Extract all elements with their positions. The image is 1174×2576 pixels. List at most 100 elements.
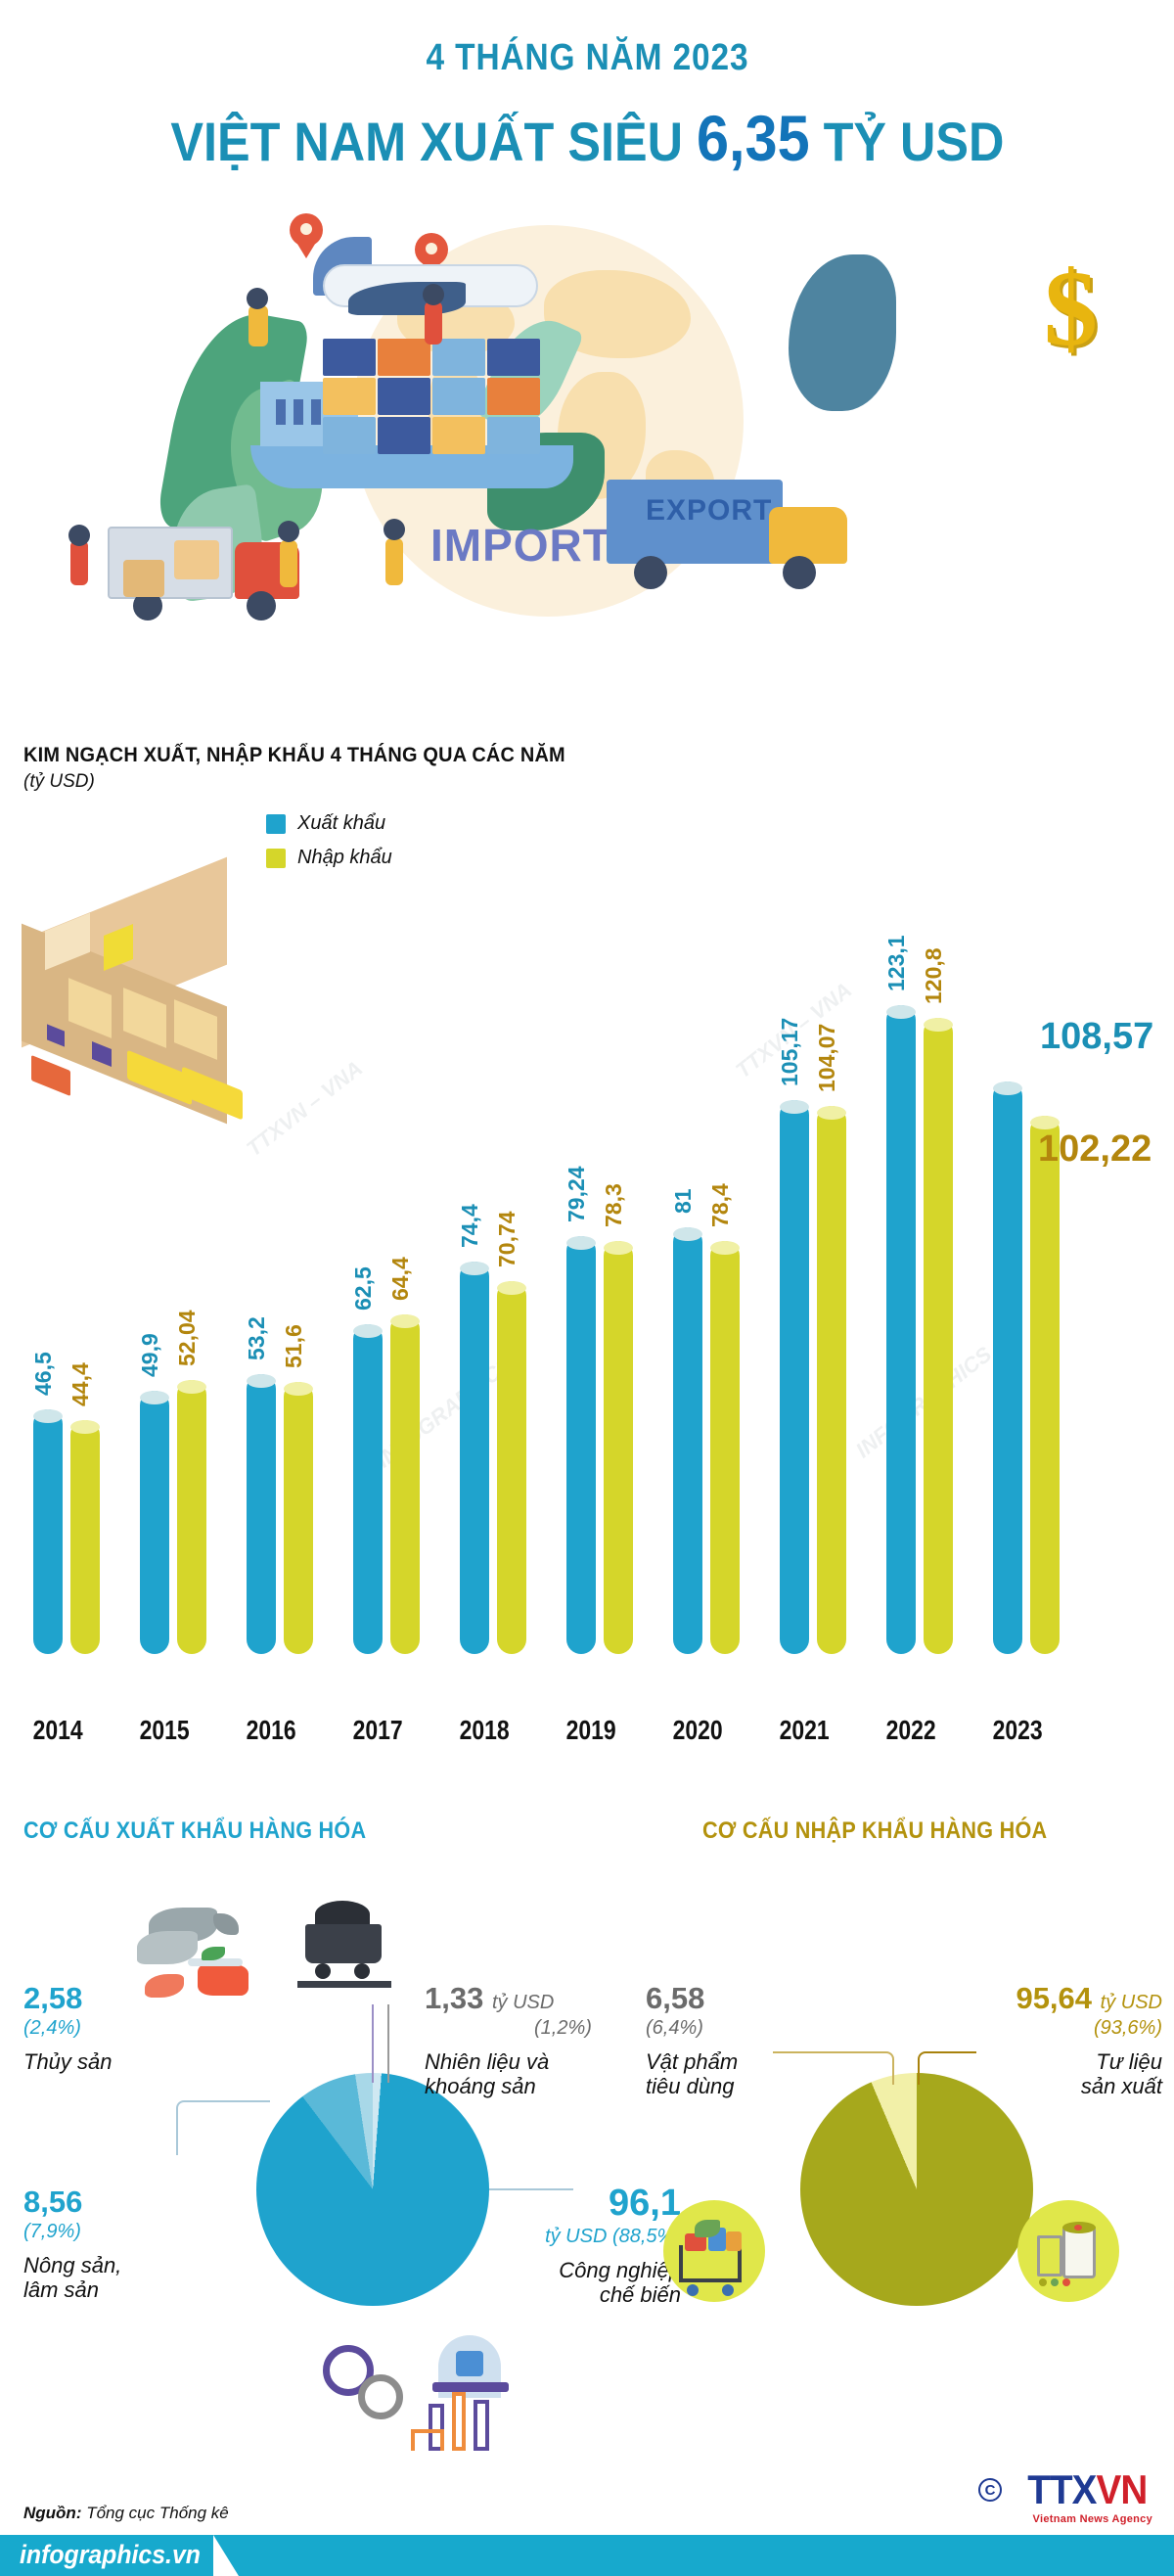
import-structure-title: CƠ CẤU NHẬP KHẨU HÀNG HÓA [702,1817,1048,1844]
bar-cap [460,1262,489,1275]
x-tick-2018: 2018 [459,1715,510,1745]
label-value: 95,64 tỷ USD [1016,1981,1162,2015]
label-value: 96,1 [609,2183,681,2224]
agency-logo: TTXVN Vietnam News Agency [1022,2466,1152,2525]
bar-imp-2023 [1030,1116,1060,1654]
bar-value-imp-2016: 51,6 [281,1324,306,1368]
export-truck-cab [769,507,847,564]
bar-cap [247,1374,276,1388]
bar-exp-2022 [886,1005,916,1654]
bar-cap [140,1391,169,1404]
leader-line [773,2051,894,2085]
bar-exp-2016 [247,1374,276,1654]
source-note: Nguồn: Tổng cục Thống kê [23,2504,229,2523]
x-tick-2015: 2015 [139,1715,190,1745]
x-tick-2020: 2020 [672,1715,723,1745]
bar-cap [886,1005,916,1019]
source-value: Tổng cục Thống kê [81,2504,229,2522]
bar-value-exp-2021: 105,17 [777,1017,802,1086]
label-percent: (6,4%) [646,2017,703,2039]
bar-value-imp-2017: 64,4 [387,1257,413,1301]
export-label-cong-nghiep: 96,1 tỷ USD (88,5%) Công nghiệp chế biến [450,2185,681,2308]
bar-cap [390,1314,420,1328]
x-tick-2017: 2017 [352,1715,403,1745]
title-highlight-value: 6,35 [696,102,810,174]
bar-exp-2018 [460,1262,489,1654]
bar-cap [924,1018,953,1032]
bar-cap [604,1241,633,1255]
header-eyebrow: 4 THÁNG NĂM 2023 [425,37,748,78]
title-prefix: VIỆT NAM XUẤT SIÊU [169,111,697,172]
bar-cap [673,1227,702,1241]
site-url: infographics.vn [20,2540,201,2569]
bar-cap [780,1100,809,1114]
copyright-icon: C [978,2478,1002,2502]
import-label-tu-lieu: 95,64 tỷ USD (93,6%) Tư liệu sản xuất [910,1983,1162,2099]
bar-value-exp-2019: 79,24 [564,1166,589,1222]
decor-blob [789,254,896,411]
bar-value-imp-2019: 78,3 [601,1183,626,1227]
shipping-containers [323,339,540,454]
label-percent: (93,6%) [1093,2017,1162,2039]
bar-imp-2021 [817,1106,846,1654]
export-label-thuy-san: 2,58 (2,4%) Thủy sản [23,1983,219,2074]
bar-cap [284,1382,313,1396]
x-tick-2014: 2014 [32,1715,83,1745]
coal-cart-icon [294,1899,411,2006]
bar-value-exp-2023: 108,57 [1040,1016,1154,1057]
bar-imp-2016 [284,1382,313,1654]
legend-label-export: Xuất khẩu [297,812,386,834]
bar-imp-2019 [604,1241,633,1654]
bar-imp-2017 [390,1314,420,1654]
label-percent: (1,2%) [534,2017,592,2039]
agency-mark: TTXVN [1027,2466,1149,2512]
leader-line [176,2100,270,2155]
x-tick-2021: 2021 [779,1715,830,1745]
bar-value-imp-2023: 102,22 [1038,1128,1152,1170]
label-percent: (7,9%) [23,2221,81,2242]
label-name: Nông sản, lâm sản [23,2253,122,2303]
bar-chart: 46,5 44,4 49,9 52,04 53,2 51,6 62,5 64,4 74,4 70,… [0,881,1174,1723]
label-name: Công nghiệp chế biến [559,2258,681,2308]
bar-value-exp-2016: 53,2 [244,1316,269,1360]
label-percent: (2,4%) [23,2017,81,2039]
leader-line [489,2188,573,2190]
bar-exp-2020 [673,1227,702,1654]
bar-exp-2021 [780,1100,809,1654]
industry-icon [323,2327,538,2474]
leader-line [918,2051,976,2085]
bar-imp-2015 [177,1380,206,1654]
production-materials-icon-bg [1017,2200,1119,2302]
chart-unit: (tỷ USD) [23,771,95,792]
label-unit: tỷ USD [491,1992,555,2013]
x-tick-2023: 2023 [992,1715,1043,1745]
bar-value-imp-2014: 44,4 [68,1362,93,1406]
export-label-nhien-lieu: 1,33 tỷ USD (1,2%) Nhiên liệu và khoáng … [425,1983,650,2099]
bar-value-exp-2017: 62,5 [350,1266,376,1311]
label-value: 6,58 [646,1981,705,2015]
chart-legend: Xuất khẩu Nhập khẩu [266,812,392,881]
bar-cap [353,1324,383,1338]
source-label: Nguồn: [23,2504,82,2522]
bar-value-imp-2018: 70,74 [494,1211,519,1267]
x-tick-2016: 2016 [246,1715,296,1745]
page-title: VIỆT NAM XUẤT SIÊU 6,35 TỶ USD [170,101,1004,175]
agency-subtitle: Vietnam News Agency [1032,2513,1152,2525]
export-word: EXPORT [646,494,773,527]
import-pie-chart [800,2073,1033,2306]
bar-value-imp-2021: 104,07 [814,1023,839,1092]
label-value: 2,58 [23,1981,83,2015]
page-header: 4 THÁNG NĂM 2023 VIỆT NAM XUẤT SIÊU 6,35… [0,0,1174,175]
bar-exp-2015 [140,1391,169,1654]
bar-value-exp-2022: 123,1 [883,935,909,991]
label-value: 8,56 [23,2185,83,2219]
seafood-icon [127,1904,274,2011]
x-tick-2019: 2019 [565,1715,616,1745]
bar-imp-2014 [70,1420,100,1654]
chart-header: KIM NGẠCH XUẤT, NHẬP KHẨU 4 THÁNG QUA CÁ… [23,744,708,793]
label-name: Nhiên liệu và khoáng sản [425,2049,550,2099]
import-label-vat-pham: 6,58 (6,4%) Vật phẩm tiêu dùng [646,1983,841,2099]
export-pie-chart [256,2073,489,2306]
bar-value-imp-2020: 78,4 [707,1183,733,1227]
export-truck-body [607,480,783,564]
